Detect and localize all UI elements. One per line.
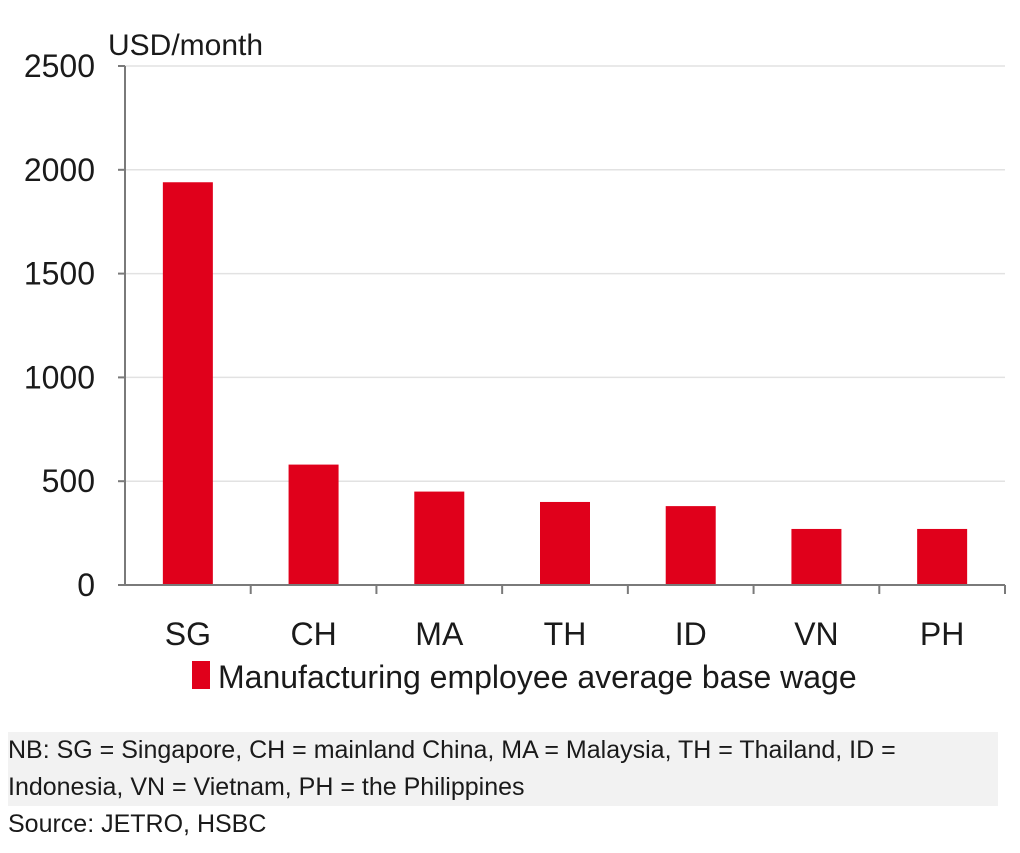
abbreviation-note: NB: SG = Singapore, CH = mainland China,…	[8, 732, 998, 806]
bar-ch	[288, 464, 339, 585]
bar-sg	[162, 182, 213, 586]
x-tick-label: ID	[675, 616, 707, 652]
x-tick-label: PH	[920, 616, 964, 652]
bar-th	[540, 501, 590, 585]
y-tick-label: 1000	[24, 359, 95, 395]
bar-ph	[917, 528, 968, 585]
gridlines	[125, 65, 1005, 482]
y-tick-label: 1500	[24, 256, 95, 292]
y-tick-label: 2500	[24, 48, 95, 84]
x-tick-label: TH	[544, 616, 587, 652]
source-note: Source: JETRO, HSBC	[8, 810, 267, 838]
bar-ma	[414, 491, 465, 585]
bar-chart: 0 500 1000 1500 2000 2500 SG CH MA TH ID VN PH USD/…	[24, 29, 1006, 695]
x-axis-ticks: SG CH MA TH ID VN PH	[165, 585, 1006, 652]
x-tick-label: VN	[794, 616, 838, 652]
bar-id	[665, 506, 716, 585]
bars	[162, 182, 968, 586]
x-tick-label: SG	[165, 616, 211, 652]
bar-vn	[791, 528, 842, 585]
y-axis-unit-label: USD/month	[108, 29, 263, 62]
y-axis-ticks: 0 500 1000 1500 2000 2500	[24, 48, 125, 603]
x-tick-label: CH	[290, 616, 336, 652]
legend: Manufacturing employee average base wage	[192, 659, 857, 695]
chart-notes: NB: SG = Singapore, CH = mainland China,…	[8, 732, 1008, 843]
legend-swatch	[192, 661, 210, 689]
y-tick-label: 0	[77, 567, 95, 603]
legend-label: Manufacturing employee average base wage	[218, 659, 857, 695]
x-tick-label: MA	[415, 616, 464, 652]
y-tick-label: 500	[42, 463, 95, 499]
y-tick-label: 2000	[24, 152, 95, 188]
